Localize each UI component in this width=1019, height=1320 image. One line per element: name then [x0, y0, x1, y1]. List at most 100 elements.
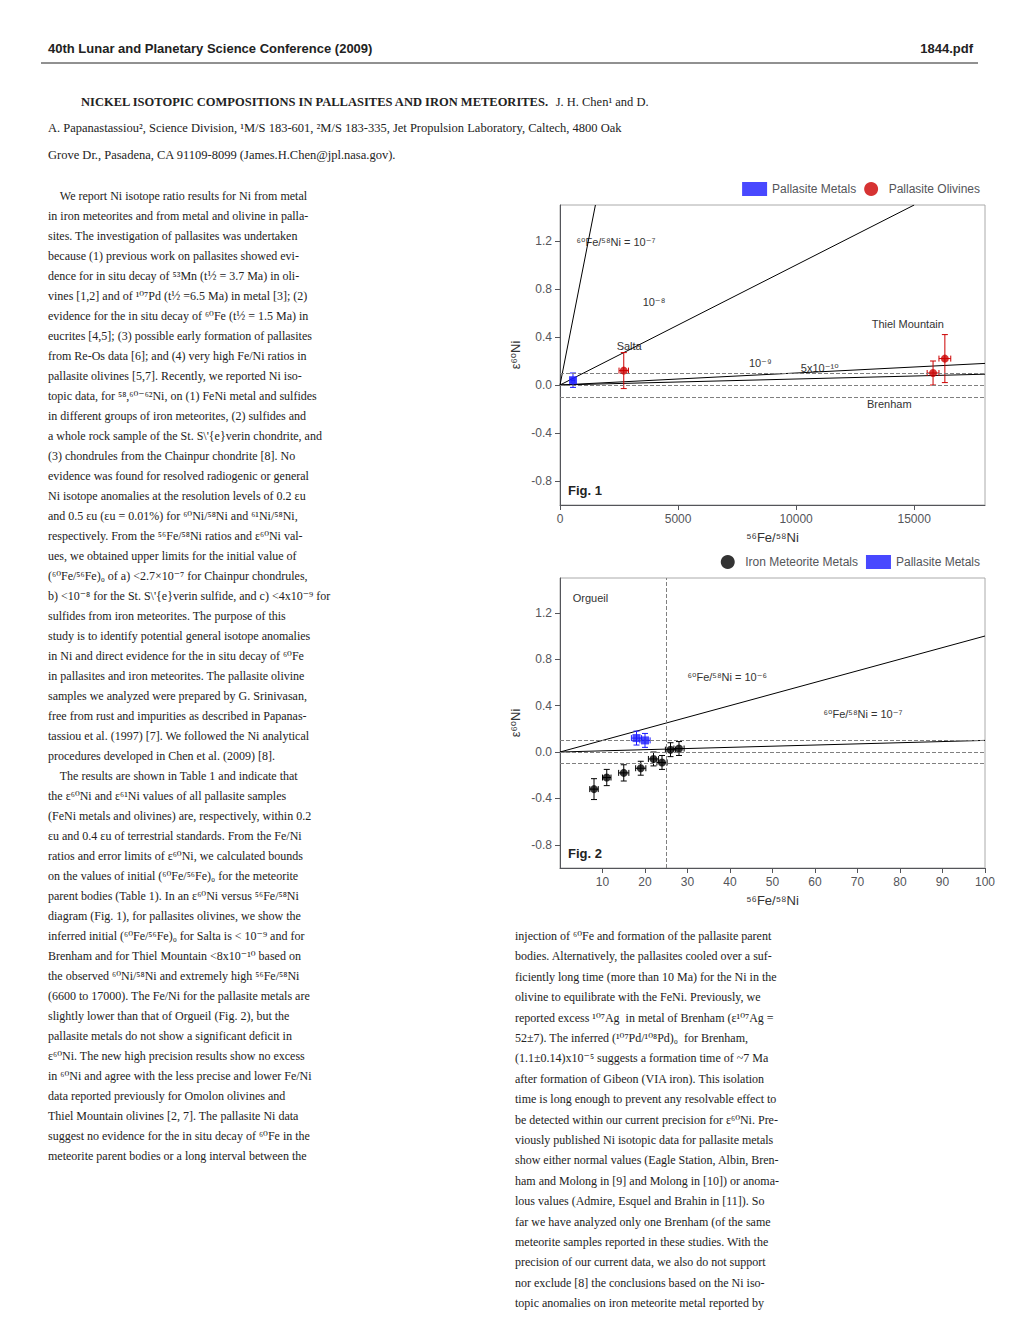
svg-text:viously published Ni isotopic: viously published Ni isotopic data for p…: [515, 1133, 774, 1147]
svg-text:ε⁶⁰Ni: ε⁶⁰Ni: [508, 709, 523, 738]
svg-text:meteorite samples reported in: meteorite samples reported in these stud…: [515, 1235, 768, 1249]
svg-text:40th Lunar and Planetary Scien: 40th Lunar and Planetary Science Confere…: [48, 41, 372, 56]
svg-text:in Ni and direct evidence for: in Ni and direct evidence for the in sit…: [48, 649, 304, 663]
svg-text:ε⁶⁰Ni. The new high precision: ε⁶⁰Ni. The new high precision results sh…: [48, 1049, 305, 1063]
svg-text:suggest no evidence for the in: suggest no evidence for the in situ deca…: [48, 1129, 310, 1143]
svg-text:0.4: 0.4: [535, 699, 552, 713]
svg-text:ham and Molong in [9] and Molo: ham and Molong in [9] and Molong in [10]…: [515, 1174, 779, 1188]
svg-text:100: 100: [975, 875, 995, 889]
svg-text:samples we analyzed were prepa: samples we analyzed were prepared by G. …: [48, 689, 307, 703]
svg-text:90: 90: [936, 875, 950, 889]
svg-text:Pallasite Olivines: Pallasite Olivines: [889, 182, 980, 196]
svg-text:tassiou et al. (1997) [7]. We: tassiou et al. (1997) [7]. We followed t…: [48, 729, 310, 743]
svg-text:b) <10⁻⁸ for the St. S\'{e}ver: b) <10⁻⁸ for the St. S\'{e}verin sulfide…: [48, 589, 330, 603]
svg-text:1844.pdf: 1844.pdf: [920, 41, 973, 56]
svg-text:pallasite olivines [5,7]. Rece: pallasite olivines [5,7]. Recently, we r…: [48, 369, 302, 383]
svg-text:the observed ⁶⁰Ni/⁵⁸Ni and ext: the observed ⁶⁰Ni/⁵⁸Ni and extremely hig…: [48, 969, 300, 983]
svg-text:ues, we obtained upper limits: ues, we obtained upper limits for the in…: [48, 549, 297, 563]
svg-text:after formation of Gibeon (VIA: after formation of Gibeon (VIA iron). Th…: [515, 1072, 764, 1086]
svg-text:(1.1±0.14)x10⁻⁵ suggests a for: (1.1±0.14)x10⁻⁵ suggests a formation tim…: [515, 1051, 769, 1065]
svg-text:⁵⁶Fe/⁵⁸Ni: ⁵⁶Fe/⁵⁸Ni: [746, 530, 799, 545]
svg-text:⁶⁰Fe/⁵⁸Ni = 10⁻⁷: ⁶⁰Fe/⁵⁸Ni = 10⁻⁷: [824, 708, 903, 720]
svg-text:Fig. 1: Fig. 1: [568, 483, 602, 498]
svg-text:lous values (Admire, Esquel an: lous values (Admire, Esquel and Brahin i…: [515, 1194, 765, 1208]
svg-text:0.0: 0.0: [535, 378, 552, 392]
svg-text:the ε⁶⁰Ni and ε⁶¹Ni values of: the ε⁶⁰Ni and ε⁶¹Ni values of all pallas…: [48, 789, 286, 803]
svg-text:(⁶⁰Fe/⁵⁶Fe)₀ of a) <2.7×10⁻⁷ f: (⁶⁰Fe/⁵⁶Fe)₀ of a) <2.7×10⁻⁷ for Chainpu…: [48, 569, 308, 583]
svg-text:topic data, for ⁵⁸,⁶⁰⁻⁶²Ni, on: topic data, for ⁵⁸,⁶⁰⁻⁶²Ni, on (1) FeNi …: [48, 389, 317, 403]
svg-text:⁵⁶Fe/⁵⁸Ni: ⁵⁶Fe/⁵⁸Ni: [746, 893, 799, 908]
svg-text:0.0: 0.0: [535, 745, 552, 759]
svg-text:5000: 5000: [665, 512, 692, 526]
svg-text:J. H. Chen¹ and D.: J. H. Chen¹ and D.: [556, 95, 649, 109]
svg-text:on the values of initial (⁶⁰Fe: on the values of initial (⁶⁰Fe/⁵⁶Fe)₀ fo…: [48, 869, 298, 883]
svg-text:10: 10: [596, 875, 610, 889]
svg-text:free from rust and impurities: free from rust and impurities as describ…: [48, 709, 307, 723]
svg-text:far we have analyzed only one: far we have analyzed only one Brenham (o…: [515, 1215, 771, 1229]
svg-text:⁶⁰Fe/⁵⁸Ni = 10⁻⁶: ⁶⁰Fe/⁵⁸Ni = 10⁻⁶: [688, 671, 768, 683]
svg-text:Orgueil: Orgueil: [573, 592, 608, 604]
svg-text:15000: 15000: [897, 512, 931, 526]
svg-text:-0.8: -0.8: [531, 838, 552, 852]
svg-text:and 0.5 εu (εu = 0.01%) for ⁶⁰: and 0.5 εu (εu = 0.01%) for ⁶⁰Ni/⁵⁸Ni an…: [48, 509, 298, 523]
svg-text:50: 50: [766, 875, 780, 889]
svg-text:precision of our current data,: precision of our current data, we also d…: [515, 1255, 766, 1269]
svg-text:1.2: 1.2: [535, 606, 552, 620]
svg-text:be detected within our current: be detected within our current precision…: [515, 1113, 778, 1127]
svg-text:data reported previously for O: data reported previously for Omolon oliv…: [48, 1089, 285, 1103]
svg-text:Ni isotope anomalies at the re: Ni isotope anomalies at the resolution l…: [48, 489, 306, 503]
svg-text:Pallasite Metals: Pallasite Metals: [772, 182, 856, 196]
svg-text:inferred initial (⁶⁰Fe/⁵⁶Fe)₀: inferred initial (⁶⁰Fe/⁵⁶Fe)₀ for Salta …: [48, 929, 304, 943]
svg-text:topic anomalies on iron meteor: topic anomalies on iron meteorite metal …: [515, 1296, 764, 1310]
svg-text:-0.4: -0.4: [531, 791, 552, 805]
svg-text:30: 30: [681, 875, 695, 889]
svg-text:Fig. 2: Fig. 2: [568, 846, 602, 861]
svg-text:bodies. Alternatively, the pal: bodies. Alternatively, the pallasites co…: [515, 949, 772, 963]
svg-text:Brenham and for Thiel Mountain: Brenham and for Thiel Mountain <8x10⁻¹⁰ …: [48, 949, 301, 963]
svg-text:in pallasites and iron meteori: in pallasites and iron meteorites. The p…: [48, 669, 304, 683]
svg-text:evidence for the in situ decay: evidence for the in situ decay of ⁶⁰Fe (…: [48, 309, 308, 323]
svg-text:52±7). The inferred (¹⁰⁷Pd/¹⁰⁸: 52±7). The inferred (¹⁰⁷Pd/¹⁰⁸Pd)₀ for B…: [515, 1031, 748, 1045]
svg-text:sites. The investigation of pa: sites. The investigation of pallasites w…: [48, 229, 297, 243]
svg-text:sulfides from iron meteorites.: sulfides from iron meteorites. The purpo…: [48, 609, 286, 623]
svg-text:ficiently long time (more than: ficiently long time (more than 10 Ma) fo…: [515, 970, 777, 984]
svg-text:10⁻⁹: 10⁻⁹: [749, 357, 772, 369]
svg-text:(FeNi metals and olivines) are: (FeNi metals and olivines) are, respecti…: [48, 809, 311, 823]
svg-text:0.8: 0.8: [535, 282, 552, 296]
svg-text:70: 70: [851, 875, 865, 889]
svg-text:from Re-Os data [6]; and (4) v: from Re-Os data [6]; and (4) very high F…: [48, 349, 307, 363]
svg-text:in ⁶⁰Ni and agree with the les: in ⁶⁰Ni and agree with the less precise …: [48, 1069, 312, 1083]
svg-text:respectively. From the ⁵⁶Fe/⁵⁸: respectively. From the ⁵⁶Fe/⁵⁸Ni ratios …: [48, 529, 303, 543]
svg-text:pallasite metals do not show a: pallasite metals do not show a significa…: [48, 1029, 292, 1043]
svg-text:80: 80: [893, 875, 907, 889]
svg-text:20: 20: [638, 875, 652, 889]
svg-text:0.4: 0.4: [535, 330, 552, 344]
svg-text:slightly lower than that of Or: slightly lower than that of Orgueil (Fig…: [48, 1009, 289, 1023]
svg-text:0.8: 0.8: [535, 652, 552, 666]
svg-text:show either normal values (Eag: show either normal values (Eagle Station…: [515, 1153, 779, 1167]
svg-text:time is long enough to prevent: time is long enough to prevent any resol…: [515, 1092, 776, 1106]
svg-text:study is to identify potential: study is to identify potential general i…: [48, 629, 311, 643]
svg-text:εu and 0.4 εu of terrestrial s: εu and 0.4 εu of terrestrial standards. …: [48, 829, 302, 843]
svg-text:The results are shown in Table: The results are shown in Table 1 and ind…: [48, 769, 298, 783]
svg-text:Iron Meteorite Metals: Iron Meteorite Metals: [745, 555, 858, 569]
svg-text:eucrites [4,5]; (3) possible e: eucrites [4,5]; (3) possible early forma…: [48, 329, 312, 343]
svg-text:(6600 to 17000). The Fe/Ni for: (6600 to 17000). The Fe/Ni for the palla…: [48, 989, 310, 1003]
svg-text:NICKEL ISOTOPIC COMPOSITIONS I: NICKEL ISOTOPIC COMPOSITIONS IN PALLASIT…: [81, 95, 548, 109]
svg-text:nor exclude [8] the conclusion: nor exclude [8] the conclusions based on…: [515, 1276, 765, 1290]
svg-text:60: 60: [808, 875, 822, 889]
svg-text:0: 0: [557, 512, 564, 526]
svg-text:diagram (Fig. 1), for pallasit: diagram (Fig. 1), for pallasites olivine…: [48, 909, 301, 923]
svg-text:10⁻⁸: 10⁻⁸: [643, 296, 666, 308]
svg-text:(3) chondrules from the Chainp: (3) chondrules from the Chainpur chondri…: [48, 449, 295, 463]
svg-text:We report Ni isotope ratio res: We report Ni isotope ratio results for N…: [48, 189, 308, 203]
svg-text:dence for in situ decay of ⁵³M: dence for in situ decay of ⁵³Mn (t½ = 3.…: [48, 269, 299, 283]
svg-text:injection of ⁶⁰Fe and formatio: injection of ⁶⁰Fe and formation of the p…: [515, 929, 772, 943]
svg-text:parent bodies (Table 1). In an: parent bodies (Table 1). In an ε⁶⁰Ni ver…: [48, 889, 300, 903]
svg-text:in iron meteorites and from me: in iron meteorites and from metal and ol…: [48, 209, 308, 223]
svg-text:Thiel Mountain olivines [2, 7]: Thiel Mountain olivines [2, 7]. The pall…: [48, 1109, 299, 1123]
svg-text:-0.4: -0.4: [531, 426, 552, 440]
svg-text:Pallasite Metals: Pallasite Metals: [896, 555, 980, 569]
svg-text:in different groups of iron me: in different groups of iron meteorites, …: [48, 409, 306, 423]
svg-text:a whole rock sample of the St.: a whole rock sample of the St. S\'{e}ver…: [48, 429, 322, 443]
